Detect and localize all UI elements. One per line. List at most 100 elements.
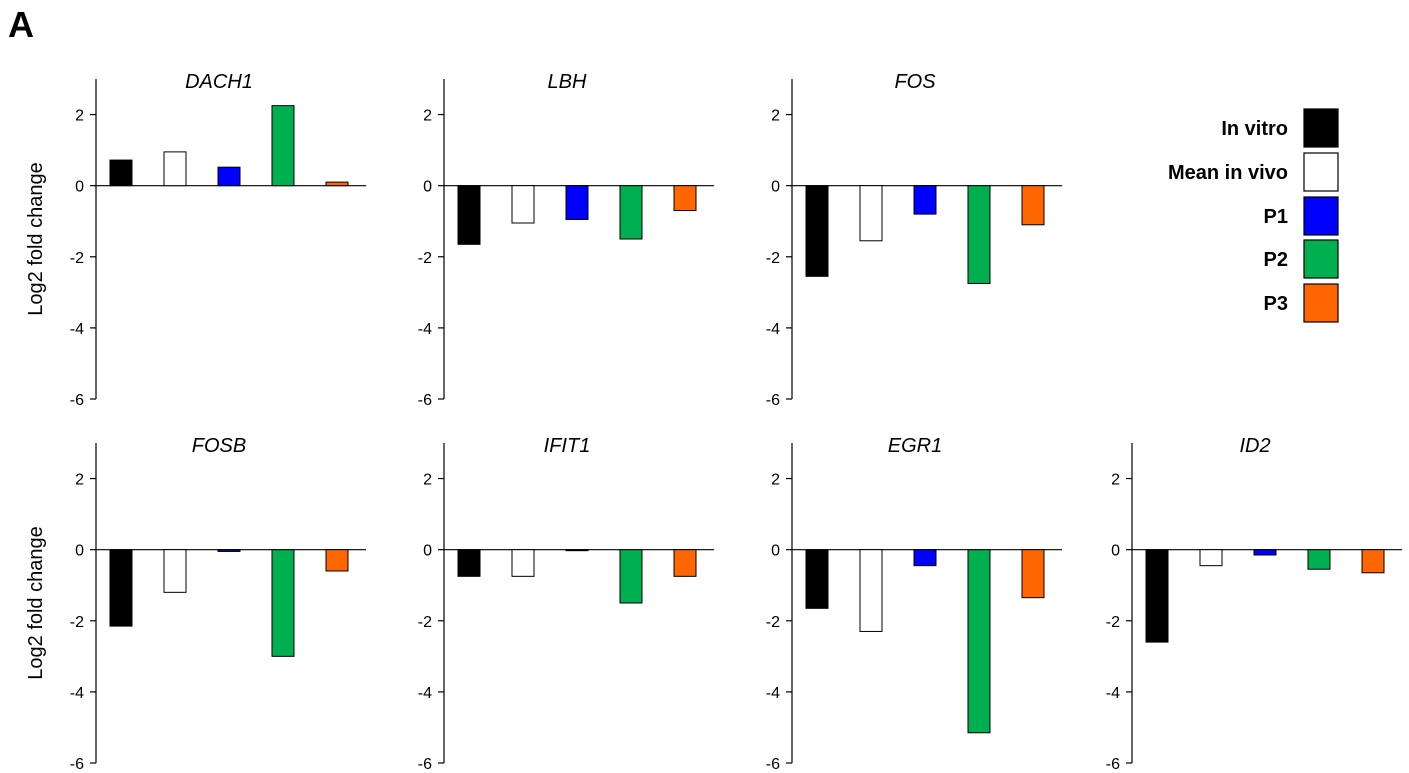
bar-fos-mean-in-vivo [859,185,883,242]
bar-dach1-p1 [217,166,241,187]
bar-fosb-in-vitro [109,549,133,627]
bar-fosb-mean-in-vivo [163,549,187,593]
panel-title: EGR1 [888,435,942,457]
bar-ifit1-p1 [565,549,589,552]
y-tick-label: 0 [771,543,780,560]
panel-title: LBH [548,71,587,93]
bar-fos-p3 [1021,185,1045,226]
chart-panel-lbh: 2 0 -2 -4 -6 LBH [418,71,714,409]
y-tick-label: -2 [1106,614,1120,631]
bar-fosb-p2 [271,549,295,657]
y-tick-label: 2 [75,108,84,125]
y-tick-label: -2 [70,614,84,631]
legend-swatch [1303,196,1339,236]
y-tick-label: -4 [766,685,780,702]
panel-title: IFIT1 [544,435,591,457]
bar-ifit1-in-vitro [457,549,481,577]
y-tick-label: -6 [418,756,432,773]
bar-lbh-p1 [565,185,589,220]
bar-lbh-in-vitro [457,185,481,245]
legend-item-mean-in-vivo: Mean in vivo [1168,152,1339,192]
panel-title: FOS [894,71,936,93]
bar-lbh-mean-in-vivo [511,185,535,224]
legend-swatch [1303,152,1339,192]
y-tick-label: 2 [1111,472,1120,489]
y-tick-label: 0 [771,179,780,196]
chart-panel-dach1: 2 0 -2 -4 -6 DACH1 [70,71,366,409]
bar-fos-p1 [913,185,937,215]
y-tick-label: -2 [766,614,780,631]
legend-item-p3: P3 [1264,283,1339,323]
bar-egr1-p3 [1021,549,1045,599]
y-tick-label: 0 [423,179,432,196]
legend-label: P1 [1264,206,1288,228]
y-tick-label: -4 [418,685,432,702]
bar-dach1-in-vitro [109,159,133,187]
bar-id2-p3 [1361,549,1385,574]
y-tick-label: 2 [75,472,84,489]
y-tick-label: 0 [423,543,432,560]
y-tick-label: -4 [766,321,780,338]
bar-ifit1-p3 [673,549,697,577]
y-tick-label: -2 [766,250,780,267]
chart-panel-fos: 2 0 -2 -4 -6 FOS [766,71,1062,409]
bar-egr1-in-vitro [805,549,829,609]
y-tick-label: -2 [418,614,432,631]
bar-dach1-mean-in-vivo [163,151,187,187]
y-tick-label: -4 [418,321,432,338]
legend-label: Mean in vivo [1168,162,1288,184]
legend-item-p2: P2 [1264,239,1339,279]
y-tick-label: -6 [766,392,780,409]
bar-id2-mean-in-vivo [1199,549,1223,567]
panel-letter: A [8,4,34,45]
chart-panel-ifit1: 2 0 -2 -4 -6 IFIT1 [418,435,714,773]
y-tick-label: -6 [70,756,84,773]
bar-egr1-p1 [913,549,937,567]
panel-title: FOSB [192,435,246,457]
panel-title: DACH1 [185,71,253,93]
bar-ifit1-p2 [619,549,643,604]
y-tick-label: -2 [70,250,84,267]
y-tick-label: -2 [418,250,432,267]
y-tick-label: 2 [423,108,432,125]
bar-fos-p2 [967,185,991,284]
y-tick-label: 0 [1111,543,1120,560]
bar-egr1-mean-in-vivo [859,549,883,632]
bar-dach1-p2 [271,105,295,187]
legend-swatch [1303,239,1339,279]
y-tick-label: -6 [1106,756,1120,773]
y-tick-label: 0 [75,543,84,560]
y-axis-title: Log2 fold change [25,162,47,315]
legend: In vitro Mean in vivo P1 P2 P3 [1168,108,1339,323]
chart-panel-fosb: 2 0 -2 -4 -6 FOSB [70,435,366,773]
bar-fosb-p1 [217,549,241,552]
bar-fosb-p3 [325,549,349,572]
y-tick-label: -6 [766,756,780,773]
panel-title: ID2 [1239,435,1270,457]
bar-ifit1-mean-in-vivo [511,549,535,577]
y-tick-label: -4 [1106,685,1120,702]
y-tick-label: 2 [423,472,432,489]
y-tick-label: -6 [418,392,432,409]
y-tick-label: 0 [75,179,84,196]
y-tick-label: 2 [771,108,780,125]
legend-swatch [1303,283,1339,323]
y-tick-label: -6 [70,392,84,409]
y-tick-label: 2 [771,472,780,489]
legend-label: P2 [1264,249,1288,271]
legend-label: In vitro [1221,118,1288,140]
chart-panel-egr1: 2 0 -2 -4 -6 EGR1 [766,435,1062,773]
legend-label: P3 [1264,293,1288,315]
legend-item-p1: P1 [1264,196,1339,236]
bar-id2-p1 [1253,549,1277,556]
legend-item-in-vitro: In vitro [1221,108,1339,148]
bar-id2-in-vitro [1145,549,1169,643]
bar-fos-in-vitro [805,185,829,277]
y-axis-title: Log2 fold change [25,526,47,679]
chart-panel-id2: 2 0 -2 -4 -6 ID2 [1106,435,1402,773]
legend-swatch [1303,108,1339,148]
y-tick-label: -4 [70,685,84,702]
y-tick-label: -4 [70,321,84,338]
bar-id2-p2 [1307,549,1331,570]
